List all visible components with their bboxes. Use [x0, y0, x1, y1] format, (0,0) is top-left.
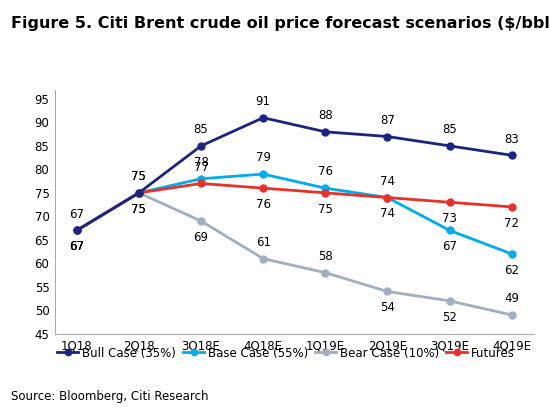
- Futures: [384, 195, 390, 200]
- Base Case (55%): [508, 252, 515, 256]
- Futures: [260, 186, 267, 190]
- Futures: [136, 190, 142, 195]
- Text: 76: 76: [318, 165, 333, 178]
- Text: 75: 75: [318, 203, 333, 216]
- Text: 74: 74: [380, 175, 395, 188]
- Futures: [74, 228, 80, 233]
- Text: 62: 62: [504, 264, 519, 277]
- Text: 83: 83: [504, 133, 519, 146]
- Text: 58: 58: [318, 250, 333, 263]
- Text: 67: 67: [69, 240, 84, 253]
- Bear Case (10%): [508, 313, 515, 317]
- Bull Case (35%): [446, 143, 453, 148]
- Text: 67: 67: [69, 240, 84, 253]
- Text: 73: 73: [442, 212, 457, 225]
- Bear Case (10%): [198, 219, 205, 223]
- Bear Case (10%): [446, 298, 453, 303]
- Text: 67: 67: [442, 240, 457, 253]
- Base Case (55%): [446, 228, 453, 233]
- Base Case (55%): [260, 172, 267, 177]
- Text: 74: 74: [380, 207, 395, 220]
- Text: 76: 76: [256, 198, 271, 211]
- Base Case (55%): [74, 228, 80, 233]
- Futures: [508, 204, 515, 209]
- Text: 67: 67: [69, 240, 84, 253]
- Text: 75: 75: [131, 170, 146, 183]
- Base Case (55%): [322, 186, 328, 190]
- Line: Bull Case (35%): Bull Case (35%): [73, 114, 515, 234]
- Text: 72: 72: [504, 217, 519, 230]
- Text: Source: Bloomberg, Citi Research: Source: Bloomberg, Citi Research: [11, 390, 208, 403]
- Bear Case (10%): [136, 190, 142, 195]
- Text: 85: 85: [442, 123, 457, 136]
- Text: 49: 49: [504, 292, 519, 305]
- Bull Case (35%): [508, 153, 515, 158]
- Bull Case (35%): [384, 134, 390, 139]
- Base Case (55%): [198, 176, 205, 181]
- Text: 75: 75: [131, 170, 146, 183]
- Bull Case (35%): [322, 129, 328, 134]
- Base Case (55%): [136, 190, 142, 195]
- Bear Case (10%): [384, 289, 390, 294]
- Text: 67: 67: [69, 208, 84, 221]
- Text: 52: 52: [442, 311, 457, 324]
- Line: Bear Case (10%): Bear Case (10%): [73, 189, 515, 318]
- Bear Case (10%): [322, 270, 328, 275]
- Futures: [446, 200, 453, 205]
- Text: Figure 5. Citi Brent crude oil price forecast scenarios ($/bbl): Figure 5. Citi Brent crude oil price for…: [11, 16, 550, 31]
- Text: 75: 75: [131, 203, 146, 216]
- Text: 91: 91: [256, 95, 271, 108]
- Bull Case (35%): [136, 190, 142, 195]
- Text: 85: 85: [194, 123, 208, 136]
- Text: 79: 79: [256, 151, 271, 164]
- Futures: [198, 181, 205, 186]
- Line: Base Case (55%): Base Case (55%): [73, 171, 515, 257]
- Bull Case (35%): [260, 115, 267, 120]
- Base Case (55%): [384, 195, 390, 200]
- Bear Case (10%): [74, 228, 80, 233]
- Text: 75: 75: [131, 203, 146, 216]
- Bear Case (10%): [260, 256, 267, 261]
- Text: 61: 61: [256, 236, 271, 249]
- Legend: Bull Case (35%), Base Case (55%), Bear Case (10%), Futures: Bull Case (35%), Base Case (55%), Bear C…: [52, 342, 520, 364]
- Bull Case (35%): [74, 228, 80, 233]
- Text: 54: 54: [380, 301, 395, 314]
- Line: Futures: Futures: [73, 180, 515, 234]
- Futures: [322, 190, 328, 195]
- Text: 69: 69: [194, 231, 208, 244]
- Text: 88: 88: [318, 109, 333, 122]
- Bull Case (35%): [198, 143, 205, 148]
- Text: 77: 77: [194, 161, 208, 174]
- Text: 87: 87: [380, 114, 395, 127]
- Text: 78: 78: [194, 156, 208, 169]
